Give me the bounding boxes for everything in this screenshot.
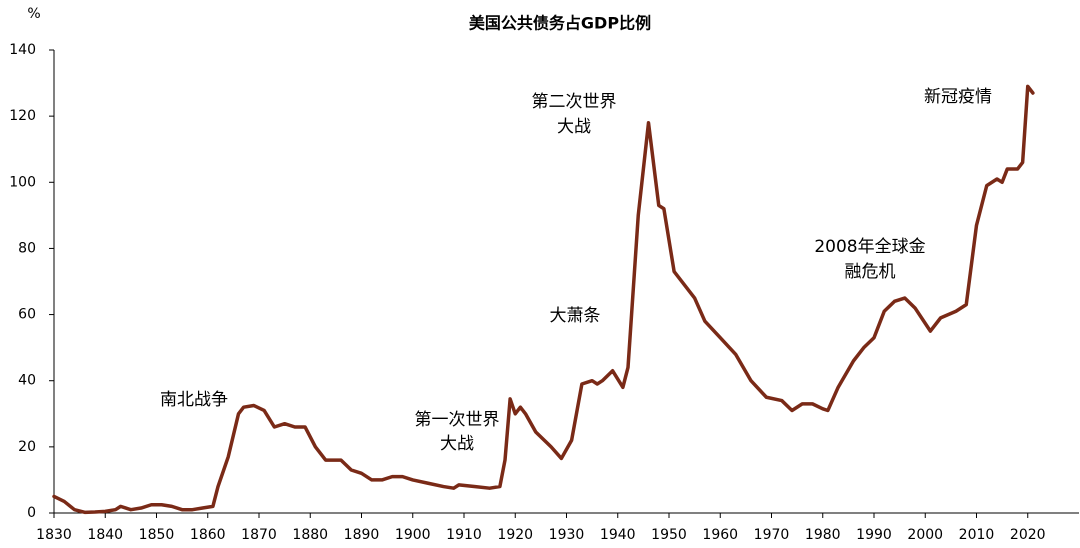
x-tick-label: 1870: [241, 527, 277, 543]
x-tick-label: 1980: [805, 527, 841, 543]
annotation: 南北战争: [160, 390, 228, 410]
x-tick-label: 1920: [497, 527, 533, 543]
chart-title: 美国公共债务占GDP比例: [469, 14, 651, 33]
x-tick-label: 2000: [907, 527, 943, 543]
x-tick-label: 1950: [651, 527, 687, 543]
x-tick-label: 1840: [87, 527, 123, 543]
y-tick-label: 100: [9, 174, 36, 190]
annotation: 2008年全球金: [814, 237, 925, 257]
annotation: 第一次世界: [415, 410, 500, 430]
y-tick-label: 60: [18, 307, 36, 323]
line: [52, 84, 1035, 515]
x-tick-label: 1930: [549, 527, 585, 543]
y-tick-label: 80: [18, 240, 36, 256]
x-tick-label: 1880: [292, 527, 328, 543]
annotation: 大战: [440, 434, 474, 454]
x-tick-label: 2010: [959, 527, 995, 543]
annotation: 第二次世界: [532, 92, 617, 112]
annotation: 新冠疫情: [924, 87, 992, 107]
y-tick-label: 120: [9, 108, 36, 124]
y-tick-label: 20: [18, 439, 36, 455]
x-tick-label: 1900: [395, 527, 431, 543]
x-tick-label: 1830: [36, 527, 72, 543]
y-tick-label: 40: [18, 373, 36, 389]
x-tick-label: 1940: [600, 527, 636, 543]
x-tick-label: 2020: [1010, 527, 1046, 543]
y-unit: %: [27, 6, 40, 22]
x-tick-label: 1910: [446, 527, 482, 543]
x-tick-label: 1860: [190, 527, 226, 543]
x-tick-label: 1850: [139, 527, 175, 543]
annotation: 融危机: [845, 262, 896, 282]
annotation: 大萧条: [550, 306, 601, 326]
y-tick-label: 0: [27, 505, 36, 521]
x-tick-label: 1960: [702, 527, 738, 543]
y-tick-label: 140: [9, 42, 36, 58]
x-tick-label: 1970: [754, 527, 790, 543]
x-tick-label: 1890: [344, 527, 380, 543]
x-tick-label: 1990: [856, 527, 892, 543]
annotation: 大战: [557, 117, 591, 137]
